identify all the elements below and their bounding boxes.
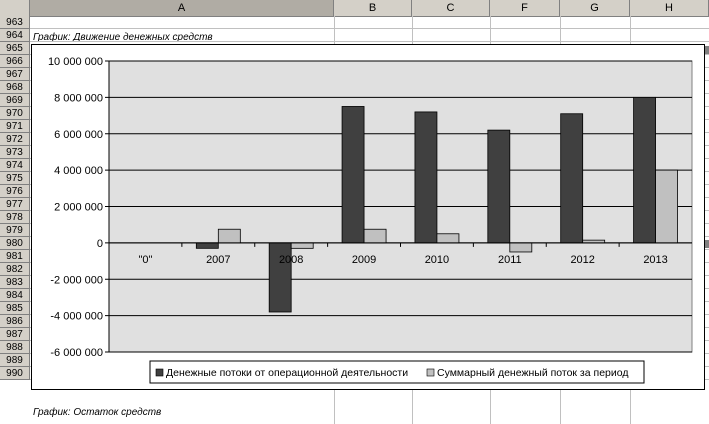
legend-label-series-1: Денежные потоки от операционной деятельн…	[166, 367, 408, 379]
x-tick-label: 2012	[570, 254, 594, 266]
y-tick-label: -2 000 000	[50, 274, 103, 286]
row-header[interactable]: 982	[0, 263, 30, 276]
bar-series-2	[363, 228, 387, 244]
row-header[interactable]: 983	[0, 276, 30, 289]
y-tick-label: 2 000 000	[54, 202, 103, 214]
legend-label-series-2: Суммарный денежный поток за период	[437, 367, 628, 379]
bar-series-1	[341, 106, 365, 244]
column-header-f[interactable]: F	[490, 0, 560, 16]
row-header[interactable]: 973	[0, 146, 30, 159]
x-tick-label: 2011	[498, 254, 522, 266]
embedded-chart[interactable]: 10 000 000 8 000 000 6 000 000 4 000 000 2 0…	[31, 44, 705, 390]
bar-series-1	[414, 111, 438, 244]
split-marker	[705, 46, 709, 54]
x-tick-label: 2009	[352, 254, 376, 266]
x-tick-label: 2013	[643, 254, 667, 266]
row-header[interactable]: 974	[0, 159, 30, 172]
x-tick-label: 2008	[279, 254, 303, 266]
row-header[interactable]: 985	[0, 302, 30, 315]
legend-swatch-series-1	[155, 368, 164, 377]
row-header[interactable]: 988	[0, 341, 30, 354]
bar-series-2	[436, 233, 460, 244]
bar-series-2	[290, 242, 314, 249]
row-header[interactable]: 976	[0, 185, 30, 198]
bar-series-1	[633, 96, 656, 244]
bar-series-1	[487, 129, 511, 244]
row-header[interactable]: 971	[0, 120, 30, 133]
row-header[interactable]: 981	[0, 250, 30, 263]
bar-series-2	[217, 228, 241, 244]
x-tick-label: "0"	[138, 254, 152, 266]
row-header[interactable]: 986	[0, 315, 30, 328]
row-header[interactable]: 964	[0, 29, 30, 42]
x-tick-label: 2007	[206, 254, 230, 266]
column-header-h[interactable]: H	[630, 0, 709, 16]
row-header[interactable]: 966	[0, 55, 30, 68]
column-header-a[interactable]: A	[30, 0, 334, 16]
cell-a989-chart-title[interactable]: График: Остаток средств	[33, 407, 162, 418]
row-header[interactable]: 972	[0, 133, 30, 146]
row-header[interactable]: 979	[0, 224, 30, 237]
row-header[interactable]: 963	[0, 16, 30, 29]
column-header-c[interactable]: C	[412, 0, 490, 16]
chart-canvas: 10 000 000 8 000 000 6 000 000 4 000 000 2 0…	[48, 56, 693, 384]
column-header-bar: A B C F G H	[0, 0, 709, 17]
select-all-corner[interactable]	[0, 0, 30, 16]
column-header-b[interactable]: B	[334, 0, 412, 16]
gridline-horizontal	[30, 28, 709, 29]
row-header[interactable]: 965	[0, 42, 30, 55]
row-header[interactable]: 990	[0, 367, 30, 380]
row-header[interactable]: 968	[0, 81, 30, 94]
y-tick-label: 0	[97, 238, 103, 250]
bar-series-1	[195, 242, 219, 249]
row-header[interactable]: 980	[0, 237, 30, 250]
cell-a964-chart-title[interactable]: График: Движение денежных средств	[33, 32, 213, 43]
y-tick-label: -4 000 000	[50, 311, 103, 323]
split-marker	[705, 240, 709, 248]
legend-swatch-series-2	[426, 368, 435, 377]
row-header[interactable]: 975	[0, 172, 30, 185]
y-tick-label: 8 000 000	[54, 92, 103, 104]
y-tick-label: 4 000 000	[54, 165, 103, 177]
y-tick-label: -6 000 000	[50, 347, 103, 359]
bar-series-2	[655, 169, 678, 244]
chart-legend	[149, 360, 645, 384]
row-header[interactable]: 978	[0, 211, 30, 224]
row-header[interactable]: 977	[0, 198, 30, 211]
y-tick-label: 10 000 000	[48, 56, 103, 68]
bar-series-2	[509, 242, 533, 253]
x-tick-label: 2010	[425, 254, 449, 266]
gridline-horizontal	[30, 41, 709, 42]
column-header-g[interactable]: G	[560, 0, 630, 16]
row-header[interactable]: 970	[0, 107, 30, 120]
bar-series-1	[560, 113, 584, 244]
row-header[interactable]: 989	[0, 354, 30, 367]
y-tick-label: 6 000 000	[54, 129, 103, 141]
row-header[interactable]: 984	[0, 289, 30, 302]
row-header[interactable]: 969	[0, 94, 30, 107]
row-header[interactable]: 987	[0, 328, 30, 341]
row-header[interactable]: 967	[0, 68, 30, 81]
